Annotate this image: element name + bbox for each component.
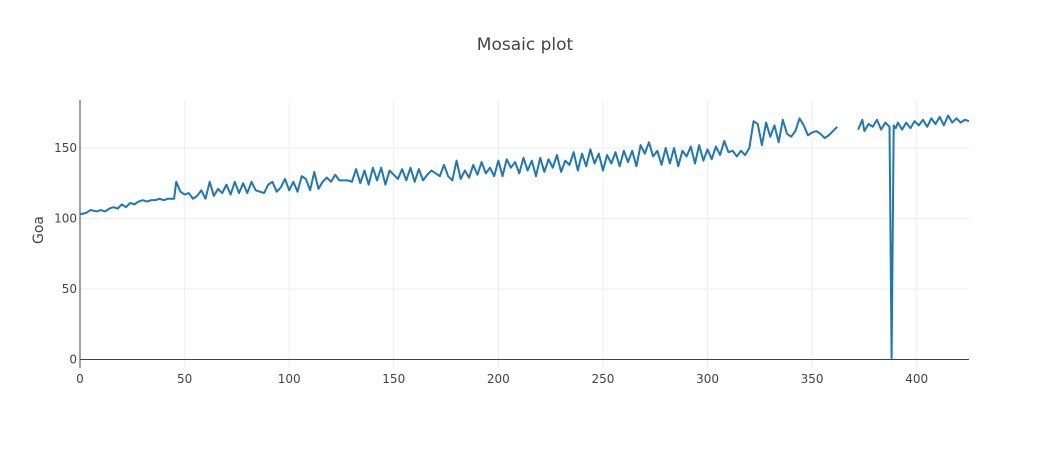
- x-tick-label: 100: [278, 372, 301, 386]
- chart-title: Mosaic plot: [477, 35, 574, 55]
- grid-lines: [80, 100, 969, 368]
- axes: 0 50 100 150 200 250 300 350 400 0 50 100 150: [54, 100, 969, 386]
- y-tick-label: 50: [62, 282, 77, 296]
- y-tick-label: 0: [69, 353, 77, 367]
- series-layer: [79, 114, 970, 360]
- series-line: [79, 117, 838, 216]
- x-tick-label: 250: [591, 372, 614, 386]
- x-tick-label: 300: [696, 372, 719, 386]
- y-axis-title: Goa: [31, 216, 47, 244]
- x-tick-label: 50: [177, 372, 192, 386]
- y-tick-label: 150: [54, 141, 77, 155]
- x-tick-label: 350: [801, 372, 824, 386]
- x-tick-label: 150: [382, 372, 405, 386]
- y-tick-label: 100: [54, 211, 77, 225]
- x-tick-label: 0: [76, 372, 84, 386]
- x-tick-label: 200: [487, 372, 510, 386]
- series-line: [857, 114, 970, 360]
- x-tick-label: 400: [905, 372, 928, 386]
